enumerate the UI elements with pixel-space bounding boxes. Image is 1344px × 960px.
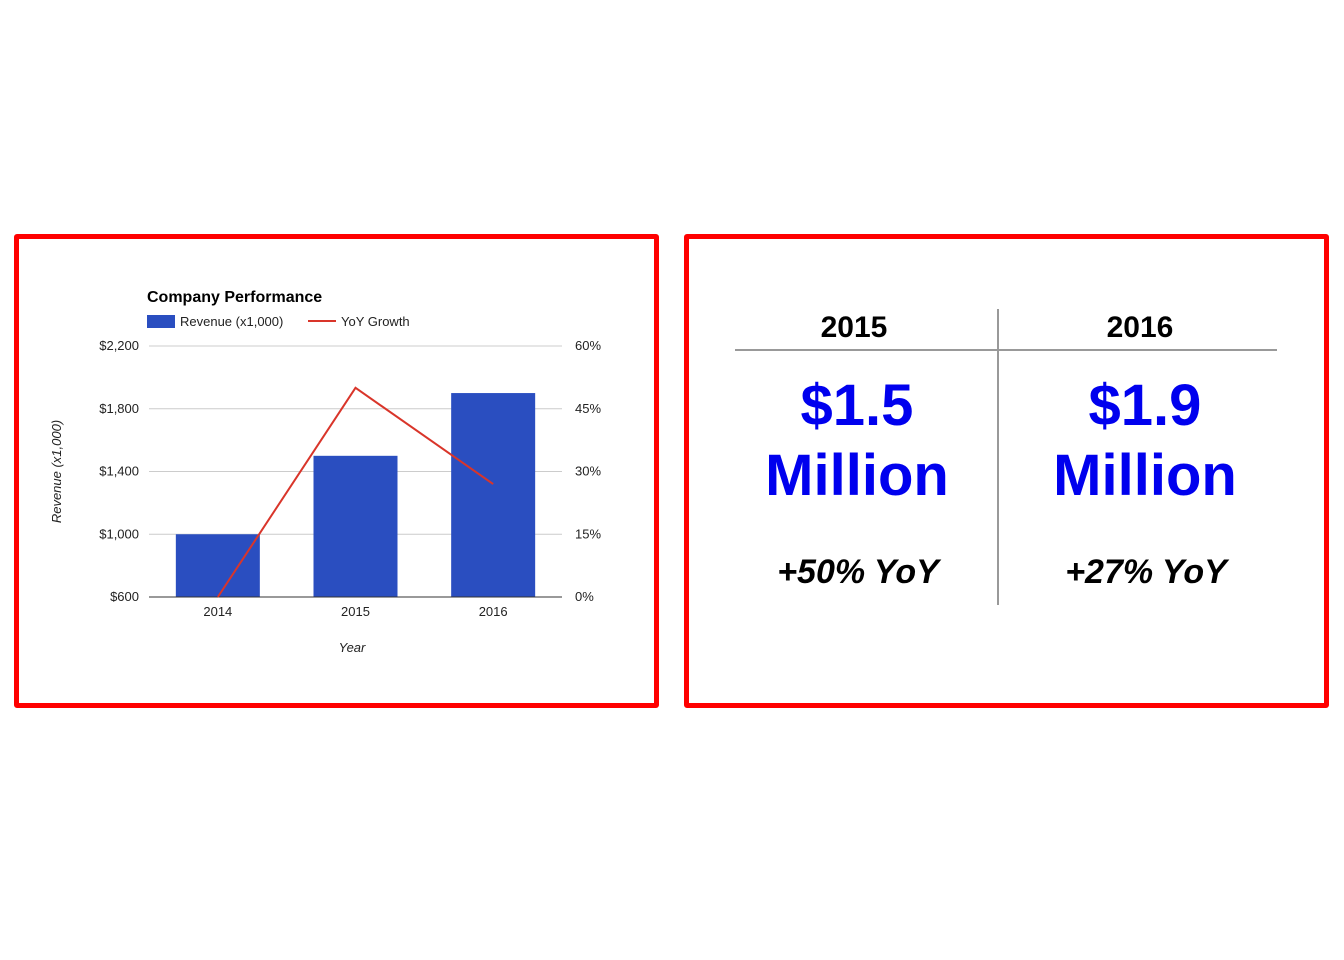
summary-value-2016-unit: Million — [1053, 443, 1237, 508]
legend-swatch-revenue — [147, 315, 175, 328]
summary-value-2015-unit: Million — [765, 443, 949, 508]
summary-year-2015: 2015 — [820, 311, 888, 344]
chart-title: Company Performance — [147, 289, 322, 306]
y-axis-title: Revenue (x1,000) — [49, 420, 64, 523]
x-tick-label: 2014 — [203, 604, 232, 619]
x-tick-label: 2015 — [341, 604, 370, 619]
y-tick-label: $1,400 — [99, 464, 139, 479]
summary-value-2016-amount: $1.9 — [1088, 373, 1202, 438]
y-tick-label: $2,200 — [99, 338, 139, 353]
y-tick-label: $1,000 — [99, 526, 139, 541]
bar — [313, 455, 398, 597]
header-divider — [735, 349, 1277, 351]
legend-label-yoy: YoY Growth — [341, 314, 410, 329]
summary-yoy-2015: +50% YoY — [777, 553, 939, 591]
y-tick-label: $1,800 — [99, 401, 139, 416]
summary-yoy-2016: +27% YoY — [1065, 553, 1227, 591]
summary-panel: 2015 2016 $1.5 Million $1.9 Million +50%… — [684, 234, 1329, 708]
bar — [175, 534, 260, 597]
column-divider — [997, 309, 999, 605]
yoy-growth-line — [216, 386, 494, 598]
chart-panel: $600 $1,000 $1,400 $1,800 $2,200 0% 15% 30% 45% 6… — [14, 234, 659, 708]
y2-tick-label: 15% — [575, 526, 601, 541]
x-tick-label: 2016 — [479, 604, 508, 619]
legend-label-revenue: Revenue (x1,000) — [180, 314, 283, 329]
y2-tick-label: 60% — [575, 338, 601, 353]
y-tick-label: $600 — [110, 589, 139, 604]
summary-value-2015-amount: $1.5 — [800, 373, 914, 438]
summary-value-2015: $1.5 Million — [717, 371, 997, 511]
summary-value-2016: $1.9 Million — [1005, 371, 1285, 511]
y2-tick-label: 30% — [575, 464, 601, 479]
y2-tick-label: 0% — [575, 589, 594, 604]
x-axis-title: Year — [339, 640, 366, 655]
combo-chart: $600 $1,000 $1,400 $1,800 $2,200 0% 15% 30% 45% 6… — [49, 289, 601, 655]
summary-year-2016: 2016 — [1106, 311, 1174, 344]
y2-tick-label: 45% — [575, 401, 601, 416]
bar — [451, 393, 536, 597]
summary-table: 2015 2016 $1.5 Million $1.9 Million +50%… — [689, 239, 1324, 703]
